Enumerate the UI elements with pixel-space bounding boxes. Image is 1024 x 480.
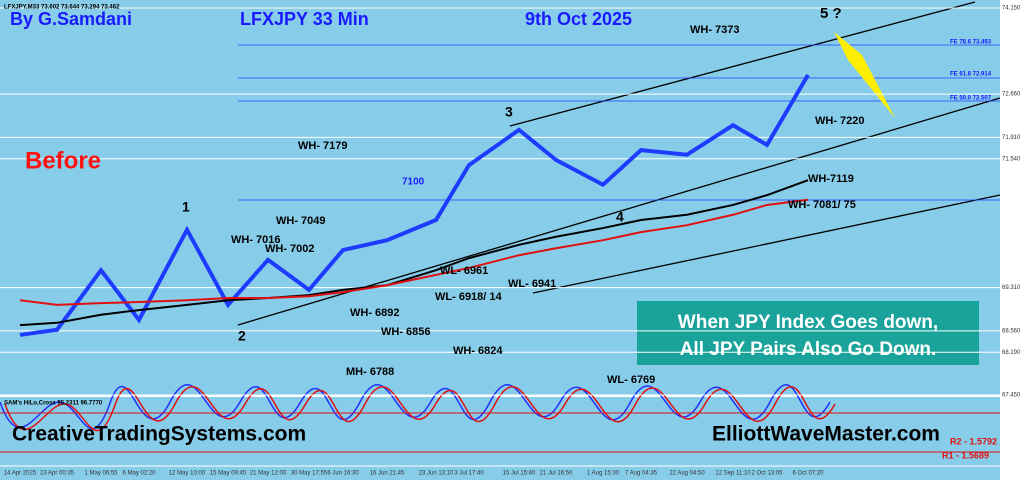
annotation: By G.Samdani: [10, 9, 132, 29]
x-tick-label: 3 Jul 17:40: [454, 471, 484, 477]
annotation: 2: [238, 328, 246, 344]
annotation: WH- 7220: [815, 115, 865, 127]
annotation: WL- 6918/ 14: [435, 291, 503, 303]
y-tick-label: 71.540: [1002, 156, 1021, 162]
annotation: WH-7119: [808, 173, 854, 185]
x-tick-label: 1 Aug 15:30: [587, 471, 620, 477]
annotation: WH- 6892: [350, 307, 400, 319]
annotation: 7100: [402, 177, 425, 188]
x-tick-label: 6 Oct 07:20: [792, 471, 824, 477]
background: [0, 0, 1000, 480]
y-tick-label: 69.310: [1002, 285, 1021, 291]
x-tick-label: 2 Oct 13:05: [751, 471, 783, 477]
projection: [834, 32, 895, 118]
y-tick-label: 71.910: [1002, 135, 1021, 141]
x-tick-label: 1 May 06:55: [84, 471, 118, 477]
annotation: LFXJPY 33 Min: [240, 9, 369, 29]
annotation: WH- 6824: [453, 345, 503, 357]
annotation: SAM's HiLo,Cross 95.2311 96.7770: [4, 401, 103, 407]
x-tick-label: 15 May 09:45: [210, 471, 247, 477]
annotation: FE 50.0 72.507: [950, 96, 992, 102]
x-tick-label: 16 Jun 21:45: [370, 471, 405, 477]
y-tick-label: 68.190: [1002, 350, 1021, 356]
annotation: WH- 7016: [231, 234, 281, 246]
x-tick-label: 23 Apr 00:35: [40, 471, 75, 477]
note-box: [637, 301, 979, 365]
y-tick-label: 68.560: [1002, 328, 1021, 334]
x-tick-label: 23 Jun 13:10: [419, 471, 454, 477]
annotation: 4: [616, 209, 624, 225]
series-line: [19, 198, 809, 306]
annotation: CreativeTradingSystems.com: [12, 423, 306, 446]
annotation: FE 61.8 72.914: [950, 72, 992, 78]
annotation: WH- 7081/ 75: [788, 199, 856, 211]
annotation: WL- 6961: [440, 265, 488, 277]
annotation: 3: [505, 104, 513, 120]
annotation: FE 78.6 73.493: [950, 40, 992, 46]
y-tick-label: 74.150: [1002, 6, 1021, 12]
series-line: [19, 179, 809, 327]
y-tick-label: 67.450: [1002, 393, 1021, 399]
x-tick-label: 12 May 10:00: [169, 471, 206, 477]
x-tick-label: 6 Jun 16:30: [327, 471, 359, 477]
series-line: [19, 73, 810, 337]
x-tick-label: 6 May 02:20: [122, 471, 156, 477]
annotation: WH- 7373: [690, 24, 740, 36]
x-tick-label: 14 Apr 2025: [4, 471, 37, 477]
annotation: 5 ?: [820, 5, 842, 22]
x-tick-label: 21 May 12:00: [250, 471, 287, 477]
annotation: WL- 6941: [508, 278, 556, 290]
x-tick-label: 12 Sep 11:10: [715, 471, 751, 477]
x-tick-label: 22 Aug 04:50: [669, 471, 705, 477]
x-tick-label: 30 May 17:55: [291, 471, 328, 477]
annotation: WL- 6769: [607, 374, 655, 386]
annotation: WH- 7179: [298, 140, 348, 152]
annotation: LFXJPY,M33 73.602 73.644 73.294 73.462: [4, 5, 120, 11]
axis-panel: [1000, 0, 1024, 480]
note-text: When JPY Index Goes down,: [678, 312, 938, 333]
annotation: MH- 6788: [346, 366, 394, 378]
oscillator: [0, 384, 836, 432]
annotation: ElliottWaveMaster.com: [712, 423, 940, 446]
x-tick-label: 15 Jul 15:40: [503, 471, 536, 477]
x-tick-label: 7 Aug 04:35: [625, 471, 658, 477]
annotation: Before: [25, 147, 101, 174]
annotation: R1 - 1.5689: [942, 450, 989, 460]
annotation: 9th Oct 2025: [525, 9, 632, 29]
annotation: 1: [182, 199, 190, 215]
annotation: R2 - 1.5792: [950, 436, 997, 446]
annotation: WH- 7049: [276, 215, 326, 227]
annotation: WH- 7002: [265, 243, 315, 255]
note-text: All JPY Pairs Also Go Down.: [680, 339, 937, 360]
annotation: WH- 6856: [381, 326, 431, 338]
x-tick-label: 21 Jul 16:50: [540, 471, 573, 477]
y-tick-label: 72.660: [1002, 92, 1021, 98]
